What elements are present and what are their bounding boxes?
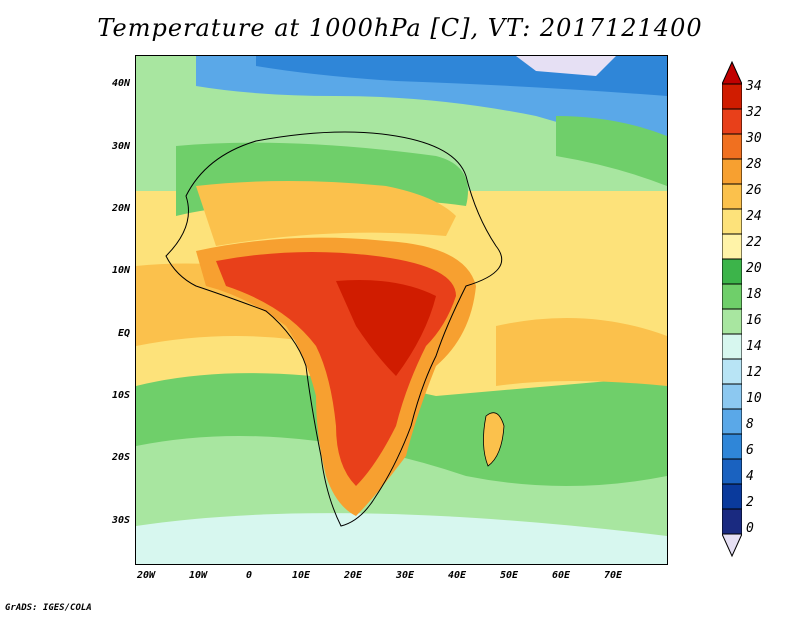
colorbar-label-14: 14	[746, 339, 762, 354]
colorbar-label-32: 32	[746, 105, 762, 120]
colorbar-svg	[722, 60, 742, 558]
sahel-warm	[196, 181, 456, 246]
colorbar-segments	[722, 83, 742, 535]
colorbar-segment-8	[722, 408, 742, 435]
colorbar-label-26: 26	[746, 183, 762, 198]
plot-title: Temperature at 1000hPa [C], VT: 20171214…	[97, 14, 703, 42]
lon-label-20w: 20W	[136, 570, 156, 581]
lon-label-60e: 60E	[551, 570, 571, 581]
lat-label-30n: 30N	[111, 141, 130, 152]
map-canvas	[136, 56, 667, 564]
southern-ocean-pale	[136, 513, 667, 564]
lat-label-10n: 10N	[111, 265, 130, 276]
africa-coastline	[165, 131, 503, 527]
colorbar-label-6: 6	[746, 443, 754, 458]
colorbar-segment-2	[722, 483, 742, 510]
lon-label-50e: 50E	[499, 570, 519, 581]
lon-label-70e: 70E	[603, 570, 623, 581]
colorbar-label-4: 4	[746, 469, 754, 484]
lon-label-0: 0	[245, 570, 253, 581]
colorbar-over-triangle	[722, 60, 742, 85]
lon-label-10w: 10W	[188, 570, 208, 581]
lat-label-20n: 20N	[111, 203, 130, 214]
lat-label-40n: 40N	[111, 78, 130, 89]
colorbar-segment-30	[722, 133, 742, 160]
colorbar-label-12: 12	[746, 365, 762, 380]
lat-label-20s: 20S	[111, 452, 130, 463]
colorbar-segment-6	[722, 433, 742, 460]
colorbar-segment-4	[722, 458, 742, 485]
colorbar-segment-18	[722, 283, 742, 310]
asia-lavender	[516, 56, 616, 76]
colorbar-label-20: 20	[746, 261, 762, 276]
colorbar-label-10: 10	[746, 391, 762, 406]
colorbar-segment-28	[722, 158, 742, 185]
colorbar-label-28: 28	[746, 157, 762, 172]
lat-label-10s: 10S	[111, 390, 130, 401]
colorbar-segment-12	[722, 358, 742, 385]
colorbar-label-2: 2	[746, 495, 754, 510]
africa-hottest	[336, 280, 436, 376]
colorbar-label-0: 0	[746, 521, 754, 536]
colorbar-label-30: 30	[746, 131, 762, 146]
arabia-green	[556, 116, 667, 186]
colorbar-under-triangle	[722, 533, 742, 558]
colorbar-segment-24	[722, 208, 742, 235]
colorbar-segment-34	[722, 83, 742, 110]
colorbar-segment-20	[722, 258, 742, 285]
colorbar-label-16: 16	[746, 313, 762, 328]
lat-label-30s: 30S	[111, 515, 130, 526]
colorbar-label-34: 34	[746, 79, 762, 94]
colorbar-segment-0	[722, 508, 742, 535]
lon-label-30e: 30E	[395, 570, 415, 581]
lat-label-eq: EQ	[117, 328, 130, 339]
lon-label-20e: 20E	[343, 570, 363, 581]
lon-label-10e: 10E	[291, 570, 311, 581]
colorbar-label-8: 8	[746, 417, 754, 432]
grads-credit: GrADS: IGES/COLA	[5, 603, 92, 613]
madagascar	[483, 412, 505, 467]
indian-ocean-warm	[496, 318, 667, 386]
colorbar-segment-32	[722, 108, 742, 135]
colorbar-label-24: 24	[746, 209, 762, 224]
temperature-map	[135, 55, 668, 565]
colorbar-segment-10	[722, 383, 742, 410]
lon-label-40e: 40E	[447, 570, 467, 581]
colorbar-segment-14	[722, 333, 742, 360]
colorbar-segment-16	[722, 308, 742, 335]
colorbar-segment-26	[722, 183, 742, 210]
colorbar-segment-22	[722, 233, 742, 260]
colorbar-label-22: 22	[746, 235, 762, 250]
colorbar-label-18: 18	[746, 287, 762, 302]
